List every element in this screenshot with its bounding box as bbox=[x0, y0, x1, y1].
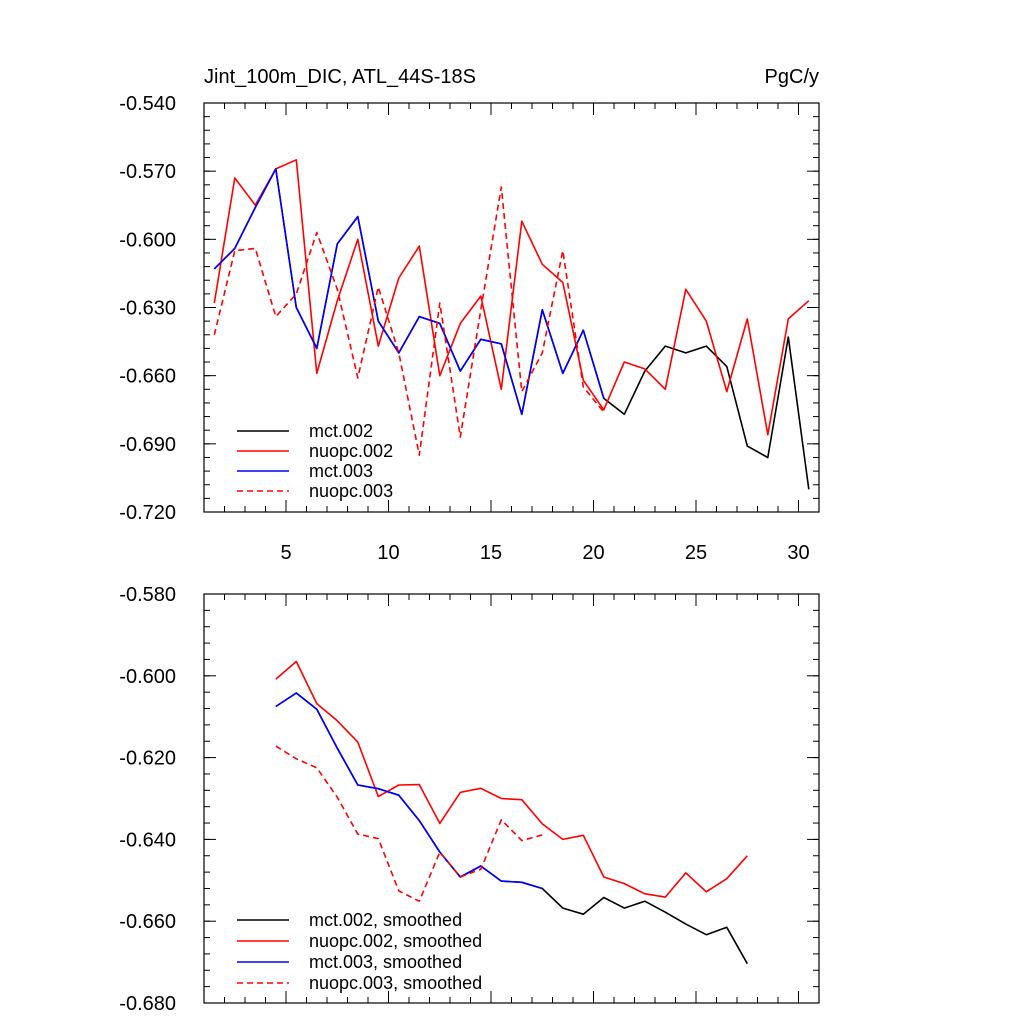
y-tick-label: -0.540 bbox=[119, 93, 176, 115]
x-tick-label: 15 bbox=[480, 542, 502, 564]
legend-label: mct.003 bbox=[309, 461, 373, 481]
y-tick-label: -0.680 bbox=[119, 993, 176, 1015]
y-tick-label: -0.660 bbox=[119, 911, 176, 933]
y-tick-label: -0.580 bbox=[119, 584, 176, 606]
y-tick-label: -0.600 bbox=[119, 229, 176, 251]
series-line-mct-002 bbox=[213, 168, 810, 490]
legend-label: mct.002 bbox=[309, 421, 373, 441]
top-panel: Jint_100m_DIC, ATL_44S-18S PgC/y 5 10 15 20… bbox=[119, 66, 820, 564]
legend-label: nuopc.003 bbox=[309, 481, 393, 501]
x-tick-label: 5 bbox=[280, 542, 291, 564]
y-tick-label: -0.660 bbox=[119, 366, 176, 388]
legend-label: nuopc.002 bbox=[309, 441, 393, 461]
bottom-panel: -0.580 -0.600 -0.620 -0.640 -0.660 -0.680 mct.… bbox=[119, 584, 820, 1015]
x-tick-label: 30 bbox=[787, 542, 809, 564]
series-line-nuopc-003 bbox=[213, 186, 605, 457]
x-tick-label: 25 bbox=[685, 542, 707, 564]
legend-label: nuopc.003, smoothed bbox=[309, 973, 482, 993]
x-tick-label: 10 bbox=[377, 542, 399, 564]
y-tick-label: -0.640 bbox=[119, 829, 176, 851]
bottom-plot-area: -0.580 -0.600 -0.620 -0.640 -0.660 -0.680 mct.… bbox=[119, 584, 820, 1015]
y-tick-label: -0.620 bbox=[119, 748, 176, 770]
units-label: PgC/y bbox=[765, 66, 819, 88]
top-plot-area: 5 10 15 20 25 30 -0.540 -0.570 -0.600 -0.630 -0.66… bbox=[119, 93, 820, 564]
series-line-nuopc-002 bbox=[213, 159, 810, 436]
series-line-mct-003-smoothed bbox=[275, 692, 543, 890]
y-tick-label: -0.570 bbox=[119, 161, 176, 183]
legend-label: nuopc.002, smoothed bbox=[309, 931, 482, 951]
legend-label: mct.003, smoothed bbox=[309, 952, 462, 972]
y-tick-label: -0.720 bbox=[119, 502, 176, 524]
y-tick-label: -0.690 bbox=[119, 434, 176, 456]
y-tick-label: -0.600 bbox=[119, 666, 176, 688]
chart-title: Jint_100m_DIC, ATL_44S-18S bbox=[204, 66, 476, 88]
series-line-nuopc-002-smoothed bbox=[275, 660, 748, 898]
series-line-mct-003 bbox=[213, 168, 605, 416]
series-line-nuopc-003-smoothed bbox=[275, 745, 543, 903]
x-tick-label: 20 bbox=[582, 542, 604, 564]
legend-label: mct.002, smoothed bbox=[309, 910, 462, 930]
y-tick-label: -0.630 bbox=[119, 298, 176, 320]
